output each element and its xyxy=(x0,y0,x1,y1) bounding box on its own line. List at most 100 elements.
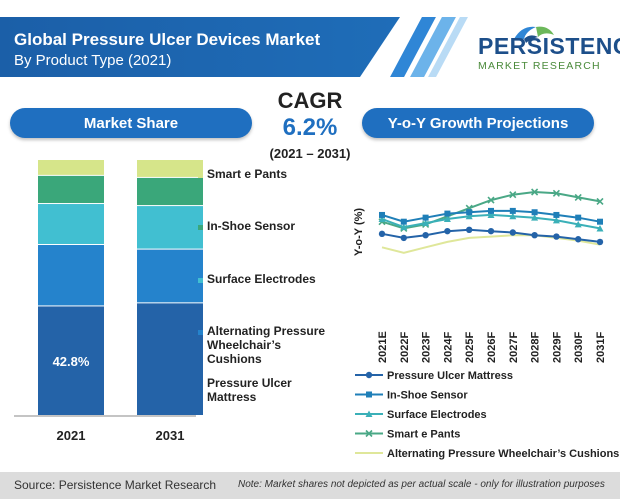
marker-smart-e-pants xyxy=(574,193,582,201)
marker-pressure-ulcer-mattress xyxy=(365,371,373,379)
x-tick-label: 2030F xyxy=(573,332,585,363)
marker-surface-electrodes xyxy=(487,211,495,218)
marker-smart-e-pants xyxy=(596,197,604,206)
legend-label: Cushions xyxy=(207,352,262,366)
marker-in-shoe-sensor xyxy=(444,210,451,217)
marker-smart-e-pants xyxy=(552,189,560,197)
x-tick-label: 2021 xyxy=(57,428,86,443)
footer-note: Note: Market shares not depicted as per … xyxy=(238,479,605,490)
footer-bar xyxy=(0,472,620,499)
marker-surface-electrodes xyxy=(365,410,373,417)
marker-pressure-ulcer-mattress xyxy=(596,238,604,246)
header-banner xyxy=(0,17,400,77)
x-tick-label: 2026F xyxy=(486,332,498,363)
bar-segment-smart-e-pants-2021 xyxy=(38,160,104,175)
logo-tagline: MARKET RESEARCH xyxy=(478,60,601,72)
marker-in-shoe-sensor xyxy=(575,214,582,221)
legend-label: Wheelchair’s xyxy=(207,338,281,352)
legend-label: Pressure Ulcer xyxy=(207,376,292,390)
bar-segment-alternating-pressure-wheelchair-s-cushions-2031 xyxy=(137,249,203,303)
marker-smart-e-pants xyxy=(365,429,373,438)
marker-pressure-ulcer-mattress xyxy=(553,233,560,240)
marker-pressure-ulcer-mattress xyxy=(400,234,407,242)
marker-smart-e-pants xyxy=(531,188,539,196)
x-tick-label: 2024F xyxy=(442,332,454,363)
marker-in-shoe-sensor xyxy=(400,218,407,225)
source-text: Source: Persistence Market Research xyxy=(14,478,217,492)
marker-pressure-ulcer-mattress xyxy=(487,227,495,235)
cagr-value: 6.2% xyxy=(282,114,338,141)
bar-segment-in-shoe-sensor-2021 xyxy=(38,175,104,204)
marker-surface-electrodes xyxy=(552,216,560,224)
legend-label: Mattress xyxy=(207,390,257,404)
logo-wordmark: PERSISTENCE xyxy=(478,33,620,59)
marker-pressure-ulcer-mattress xyxy=(509,229,516,236)
x-tick-label: 2021E xyxy=(377,331,389,363)
bar-segment-smart-e-pants-2031 xyxy=(137,160,203,177)
bar-segment-surface-electrodes-2021 xyxy=(38,204,104,244)
legend-swatch-pressure-ulcer-mattress xyxy=(198,382,203,387)
growth-projections-heading: Y-o-Y Growth Projections xyxy=(362,108,594,138)
x-tick-label: 2022F xyxy=(399,332,411,363)
marker-in-shoe-sensor xyxy=(379,211,385,218)
page-subtitle: By Product Type (2021) xyxy=(14,52,172,69)
marker-surface-electrodes xyxy=(443,215,451,222)
legend-label: In-Shoe Sensor xyxy=(387,390,468,402)
data-label: 42.8% xyxy=(53,354,90,369)
marker-in-shoe-sensor xyxy=(466,209,473,216)
bar-segment-surface-electrodes-2031 xyxy=(137,206,203,249)
marker-pressure-ulcer-mattress xyxy=(575,236,582,243)
bar-segment-in-shoe-sensor-2031 xyxy=(137,177,203,206)
marker-in-shoe-sensor xyxy=(553,211,560,218)
legend-label: Surface Electrodes xyxy=(207,272,316,286)
legend-label: Smart e Pants xyxy=(207,167,287,181)
legend-label: Surface Electrodes xyxy=(387,409,487,421)
marker-surface-electrodes xyxy=(574,220,582,228)
legend-label: Pressure Ulcer Mattress xyxy=(387,370,513,382)
series-line-alternating-pressure-wheelchair-s-cushions xyxy=(381,234,601,254)
x-tick-label: 2031F xyxy=(595,332,607,363)
legend-label: Alternating Pressure xyxy=(207,324,325,338)
page-title: Global Pressure Ulcer Devices Market xyxy=(14,30,321,49)
marker-in-shoe-sensor xyxy=(509,207,516,214)
marker-pressure-ulcer-mattress xyxy=(466,226,473,233)
legend-swatch-alternating-pressure-wheelchair-s-cushions xyxy=(198,330,203,335)
bar-segment-pressure-ulcer-mattress-2021 xyxy=(38,306,104,415)
x-tick-label: 2025F xyxy=(464,332,476,363)
marker-pressure-ulcer-mattress xyxy=(444,227,451,235)
marker-surface-electrodes xyxy=(422,219,430,227)
marker-in-shoe-sensor xyxy=(422,214,429,221)
marker-surface-electrodes xyxy=(465,212,473,220)
legend-label: Alternating Pressure Wheelchair’s Cushio… xyxy=(387,448,619,460)
market-share-heading: Market Share xyxy=(10,108,252,138)
x-tick-label: 2028F xyxy=(530,332,542,363)
marker-in-shoe-sensor xyxy=(488,207,494,214)
x-tick-label: 2023F xyxy=(421,332,433,363)
marker-surface-electrodes xyxy=(378,215,386,222)
marker-in-shoe-sensor xyxy=(597,218,603,225)
logo-icon xyxy=(514,26,554,43)
marker-smart-e-pants xyxy=(487,196,495,204)
marker-pressure-ulcer-mattress xyxy=(378,230,386,238)
marker-surface-electrodes xyxy=(509,212,517,220)
marker-in-shoe-sensor xyxy=(366,391,372,398)
legend-swatch-surface-electrodes xyxy=(198,278,203,283)
marker-pressure-ulcer-mattress xyxy=(422,232,429,239)
marker-surface-electrodes xyxy=(400,223,408,231)
x-tick-label: 2029F xyxy=(551,332,563,363)
marker-smart-e-pants xyxy=(509,191,517,199)
cagr-period: (2021 – 2031) xyxy=(269,146,351,161)
x-tick-label: 2027F xyxy=(508,332,520,363)
x-tick-label: 2031 xyxy=(156,428,185,443)
marker-surface-electrodes xyxy=(596,224,604,232)
marker-surface-electrodes xyxy=(531,214,539,221)
marker-in-shoe-sensor xyxy=(531,209,538,216)
cagr-label: CAGR xyxy=(277,88,343,113)
bar-segment-alternating-pressure-wheelchair-s-cushions-2021 xyxy=(38,244,104,306)
legend-swatch-in-shoe-sensor xyxy=(198,225,203,230)
y-axis-label: Y-o-Y (%) xyxy=(353,208,365,256)
legend-swatch-smart-e-pants xyxy=(198,173,203,178)
legend-label: In-Shoe Sensor xyxy=(207,219,295,233)
bar-segment-pressure-ulcer-mattress-2031 xyxy=(137,303,203,415)
